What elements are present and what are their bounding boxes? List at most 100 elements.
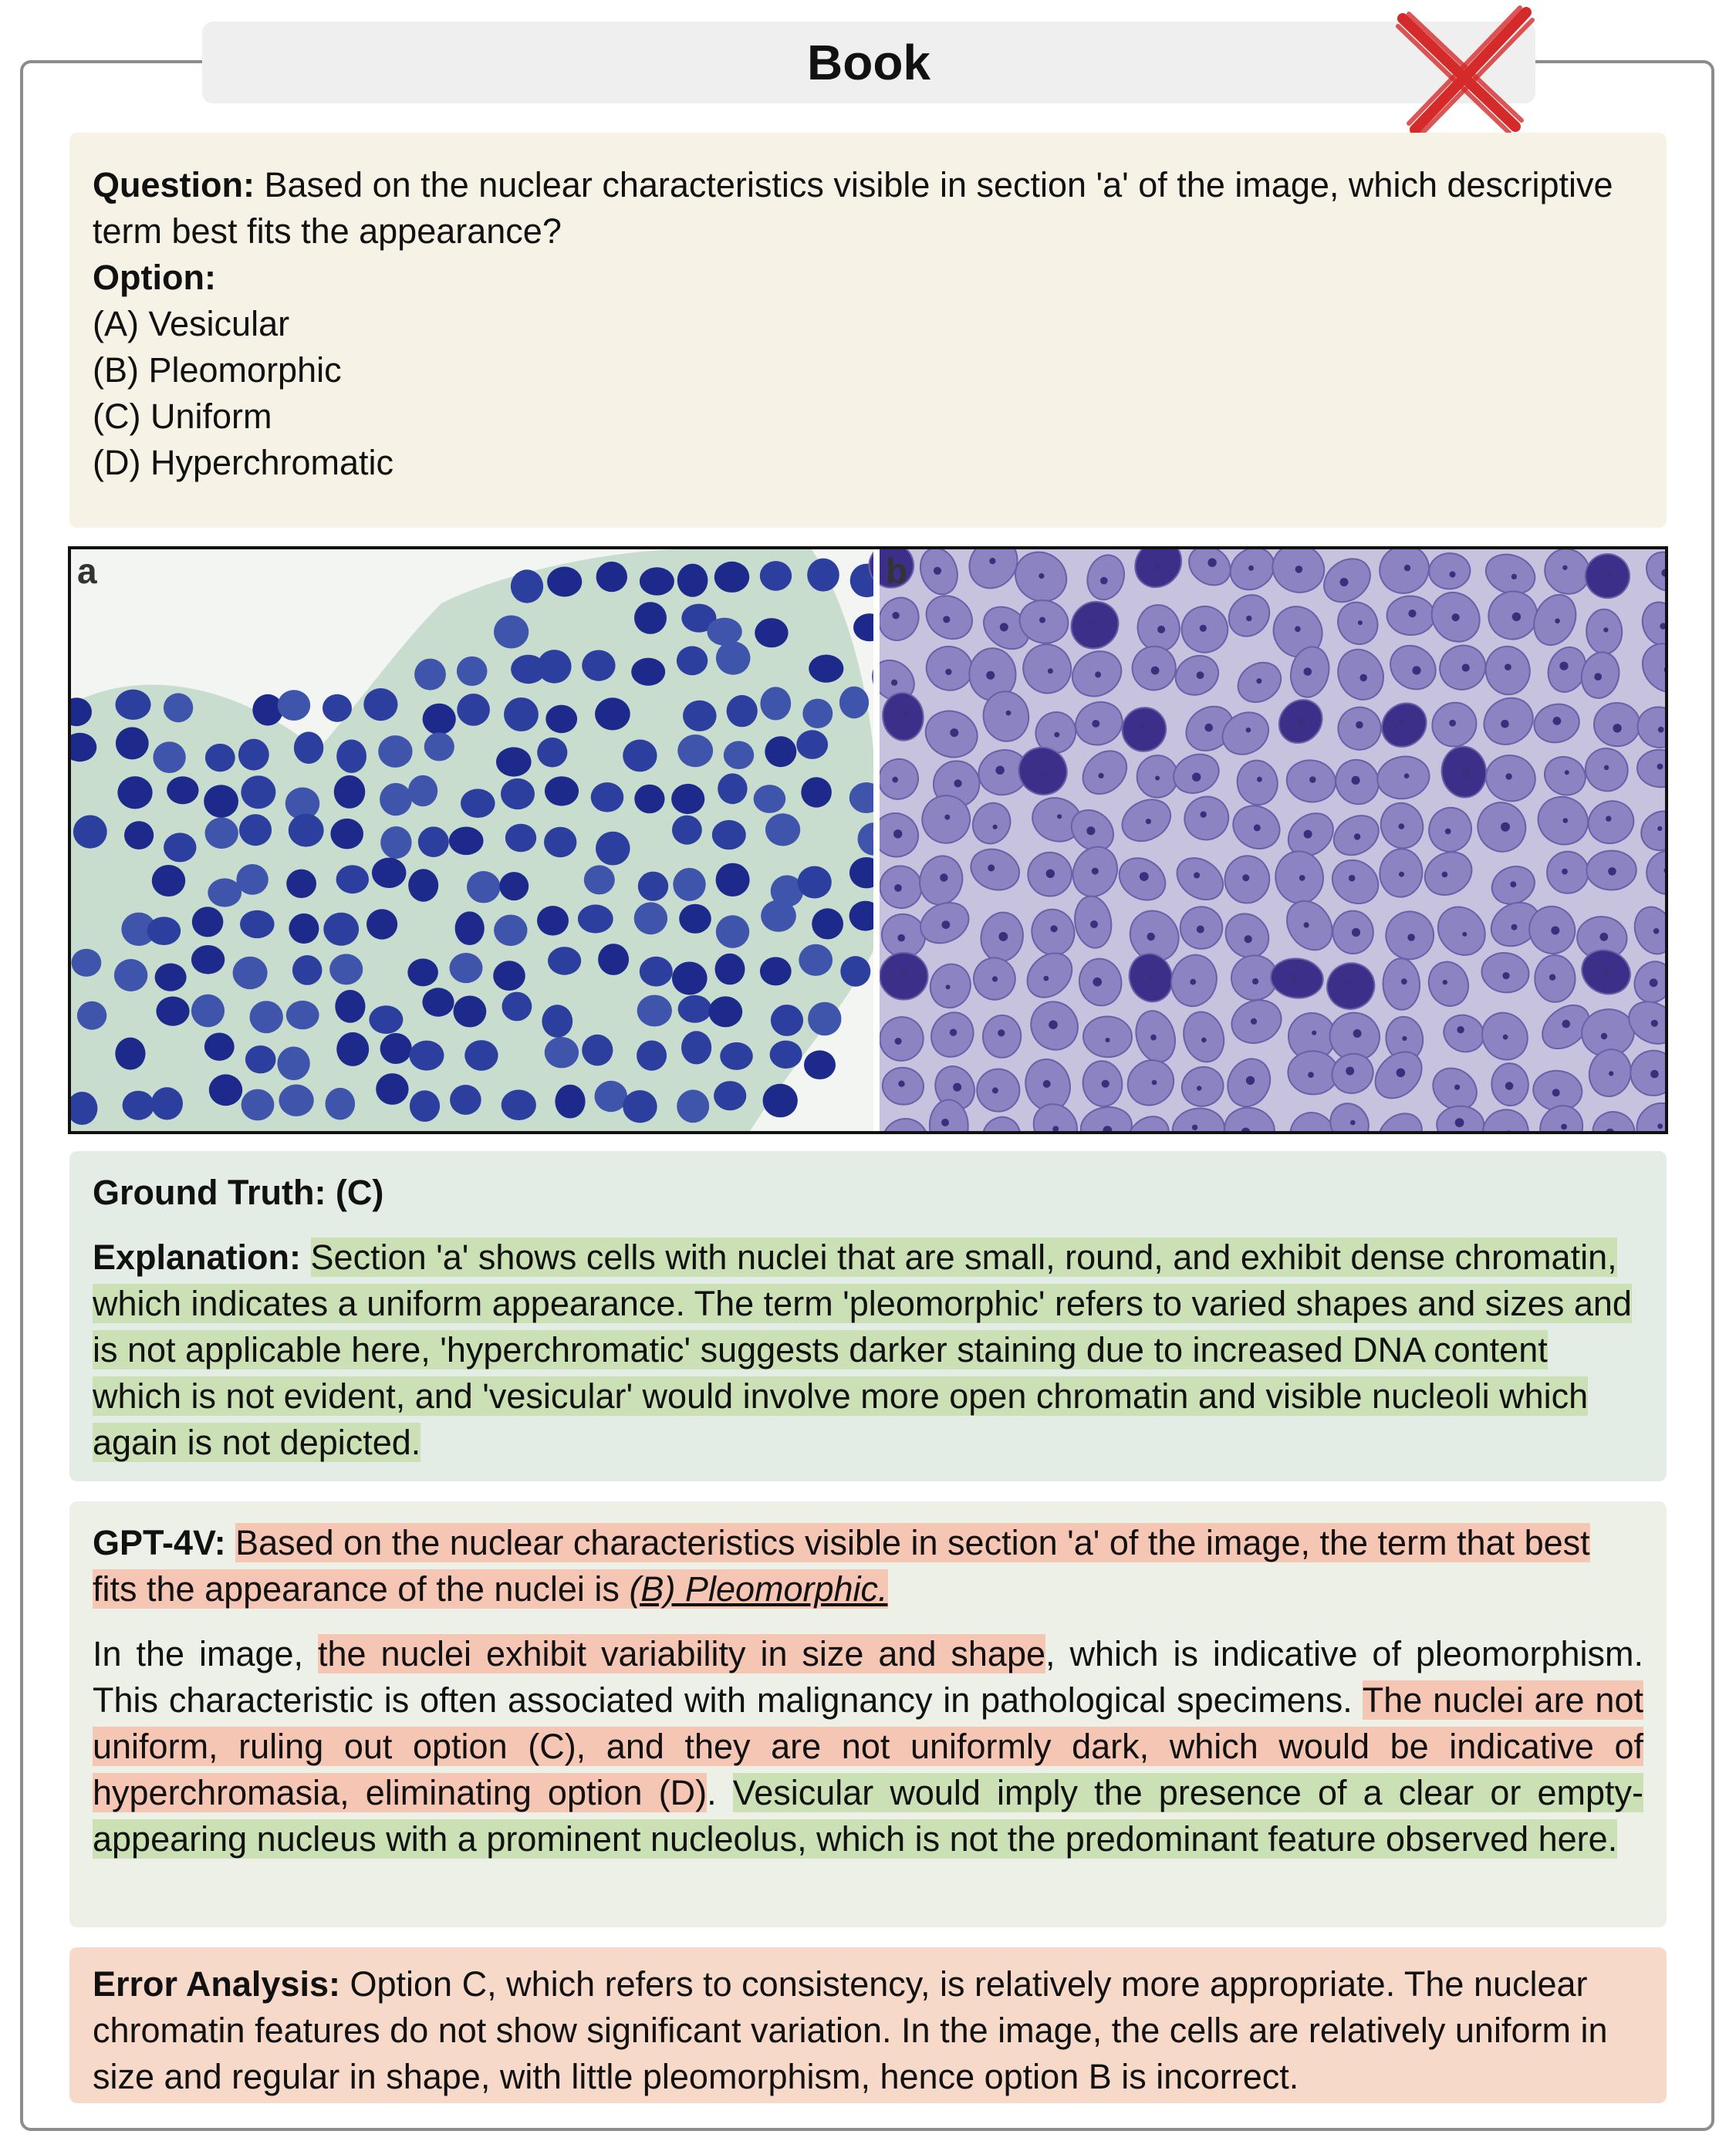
- nucleolus: [1650, 1069, 1659, 1079]
- nucleolus: [1402, 1035, 1407, 1042]
- nucleus: [191, 945, 225, 974]
- nucleus: [156, 996, 190, 1026]
- title-bar: Book: [202, 22, 1535, 103]
- option-c: (C) Uniform: [93, 397, 272, 436]
- nucleus: [715, 863, 750, 897]
- nucleolus: [1105, 1038, 1110, 1042]
- nucleus: [286, 869, 316, 898]
- gpt4v-reasoning-part: In the image,: [93, 1634, 318, 1673]
- nucleus: [1286, 900, 1333, 951]
- nucleus: [1224, 1106, 1275, 1131]
- nucleus: [796, 730, 829, 759]
- nucleus: [1382, 957, 1421, 1011]
- gpt4v-reasoning: In the image, the nuclei exhibit variabi…: [93, 1631, 1643, 1862]
- error-analysis-label: Error Analysis:: [93, 1964, 340, 2004]
- nucleolus: [1609, 1071, 1614, 1076]
- nucleus: [623, 1090, 657, 1123]
- nucleus: [422, 988, 454, 1017]
- nucleolus: [1454, 1084, 1461, 1090]
- nucleolus: [992, 824, 998, 829]
- nucleolus: [1403, 564, 1411, 572]
- nucleus: [71, 948, 102, 977]
- nucleus: [1641, 601, 1665, 647]
- nucleus: [765, 813, 801, 846]
- nucleolus: [1309, 776, 1316, 783]
- nucleus: [249, 1001, 283, 1034]
- gpt4v-label: GPT-4V:: [93, 1523, 226, 1562]
- ground-truth-panel: Ground Truth: (C) Explanation: Section '…: [69, 1151, 1667, 1481]
- nucleus: [336, 865, 369, 894]
- nucleolus: [1049, 1020, 1058, 1029]
- nucleolus: [1308, 1072, 1314, 1078]
- nucleolus: [1555, 618, 1560, 624]
- nucleolus: [1086, 826, 1096, 836]
- nucleus: [279, 1084, 314, 1116]
- nucleolus: [1245, 1076, 1255, 1086]
- nucleus: [1082, 1015, 1133, 1059]
- nucleolus: [1199, 624, 1207, 632]
- nucleolus: [1190, 978, 1197, 985]
- nucleolus: [898, 1080, 905, 1087]
- nucleus: [583, 865, 615, 895]
- nucleus: [336, 1032, 370, 1066]
- nucleus: [595, 697, 630, 731]
- option-d: (D) Hyperchromatic: [93, 443, 394, 482]
- nucleolus: [1253, 824, 1261, 832]
- nucleus: [424, 732, 454, 762]
- nucleolus: [1551, 926, 1560, 935]
- nucleus: [970, 848, 1021, 891]
- nucleus: [1640, 810, 1665, 852]
- nucleolus: [1461, 768, 1471, 778]
- nucleolus: [1449, 571, 1456, 578]
- nucleus: [241, 775, 276, 809]
- nucleolus: [1608, 867, 1616, 876]
- nucleus: [1086, 554, 1125, 601]
- nucleus: [544, 826, 577, 858]
- nucleolus: [1510, 881, 1517, 888]
- nucleolus: [891, 679, 898, 686]
- gpt4v-answer-lead: Based on the nuclear characteristics vis…: [93, 1523, 1590, 1609]
- nucleus: [1484, 645, 1531, 696]
- nucleolus: [1149, 974, 1154, 980]
- nucleus: [639, 956, 673, 987]
- nucleus: [1176, 857, 1224, 901]
- nucleus: [1584, 553, 1630, 599]
- nucleus: [726, 694, 758, 728]
- nucleus: [929, 963, 971, 1009]
- nucleus: [548, 947, 582, 975]
- nucleus: [1221, 711, 1270, 755]
- nucleus: [807, 558, 839, 592]
- nucleus: [245, 1045, 276, 1074]
- nucleus: [677, 563, 708, 597]
- nucleolus: [1559, 661, 1569, 670]
- nucleolus: [1660, 623, 1665, 630]
- nucleus: [677, 995, 712, 1023]
- nucleus: [76, 1001, 107, 1030]
- nucleus: [877, 758, 920, 800]
- red-cross-icon: [1396, 5, 1535, 137]
- nucleolus: [1449, 719, 1456, 727]
- nucleolus: [1505, 1082, 1514, 1090]
- nucleolus: [1650, 1019, 1658, 1027]
- nucleus: [409, 1090, 441, 1122]
- nucleolus: [1347, 981, 1353, 987]
- nucleus: [623, 739, 657, 772]
- nucleus: [124, 821, 154, 849]
- nucleolus: [988, 864, 995, 872]
- nucleolus: [1052, 1126, 1059, 1131]
- nucleus: [204, 817, 238, 849]
- nucleus: [1070, 600, 1120, 650]
- nucleus: [1533, 593, 1577, 647]
- nucleolus: [1348, 874, 1356, 882]
- nucleolus: [1192, 772, 1201, 782]
- nucleus: [759, 957, 792, 986]
- nucleolus: [1353, 833, 1361, 840]
- nucleolus: [1505, 664, 1511, 670]
- nucleolus: [1351, 927, 1361, 937]
- nucleolus: [986, 670, 995, 680]
- nucleolus: [1657, 826, 1663, 831]
- nucleolus: [943, 616, 951, 623]
- nucleolus: [1295, 566, 1303, 573]
- nucleolus: [1303, 667, 1312, 676]
- nucleolus: [953, 1082, 962, 1092]
